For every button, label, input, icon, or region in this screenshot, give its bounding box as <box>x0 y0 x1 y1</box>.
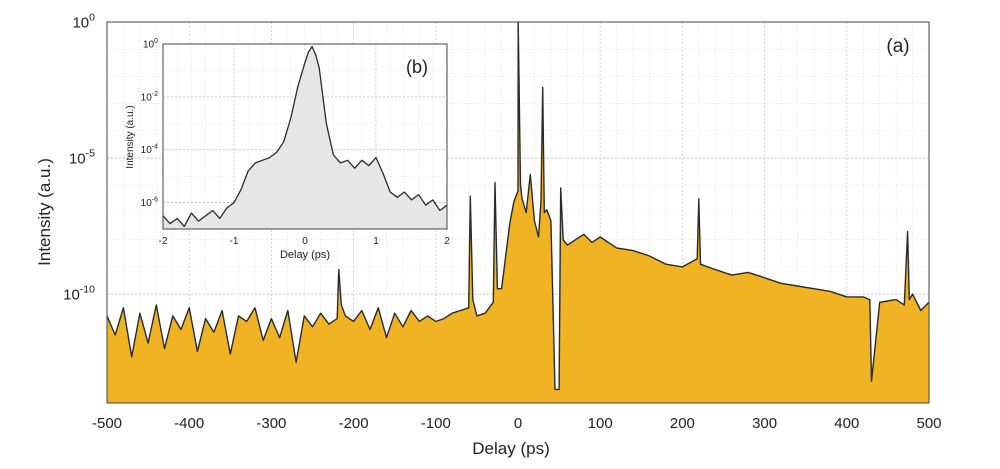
main-chart: -500 -400 -300 -200 -100 0 100 200 300 400 500 100… <box>35 12 942 459</box>
main-y-axis-label: Intensity (a.u.) <box>35 158 54 266</box>
inset-axes-frame <box>162 43 448 230</box>
x-tick-label: -2 <box>159 236 168 247</box>
x-tick-label: 100 <box>588 415 613 432</box>
x-tick-label: -300 <box>256 415 286 432</box>
inset-intensity-area <box>163 46 447 229</box>
x-tick-label: -100 <box>421 415 451 432</box>
inset-y-tick-labels: 100 10-2 10-4 10-6 <box>141 38 158 209</box>
x-tick-label: -400 <box>174 415 204 432</box>
x-tick-label: 0 <box>514 415 522 432</box>
x-tick-label: 0 <box>302 236 308 247</box>
y-tick-label: 10-10 <box>63 284 95 304</box>
x-tick-label: -500 <box>92 415 122 432</box>
y-tick-label: 10-5 <box>69 148 95 168</box>
main-intensity-line <box>106 21 930 391</box>
inset-x-tick-labels: -2 -1 0 1 2 <box>159 236 451 247</box>
main-intensity-area <box>107 22 929 403</box>
x-tick-label: 1 <box>373 236 379 247</box>
main-x-axis-label: Delay (ps) <box>472 439 549 458</box>
main-axes-frame <box>106 21 930 404</box>
main-x-tick-labels: -500 -400 -300 -200 -100 0 100 200 300 400 500 <box>92 415 942 432</box>
x-tick-label: -1 <box>230 236 239 247</box>
inset-y-axis-label: Intensity (a.u.) <box>125 105 136 168</box>
inset-chart: -2 -1 0 1 2 100 10-2 10-4 10-6 Delay (ps) Inten… <box>125 38 450 261</box>
x-tick-label: 400 <box>834 415 859 432</box>
y-tick-label: 10-4 <box>141 144 158 157</box>
y-tick-label: 10-2 <box>141 91 158 104</box>
y-tick-label: 10-6 <box>141 197 158 210</box>
inset-intensity-line <box>162 45 448 228</box>
inset-panel-label: (b) <box>406 57 428 77</box>
x-tick-label: 200 <box>670 415 695 432</box>
main-panel-label: (a) <box>886 36 909 57</box>
x-tick-label: -200 <box>339 415 369 432</box>
x-tick-label: 500 <box>916 415 941 432</box>
inset-x-axis-label: Delay (ps) <box>280 249 330 261</box>
y-tick-label: 100 <box>72 12 95 32</box>
x-tick-label: 2 <box>444 236 450 247</box>
main-y-tick-labels: 100 10-5 10-10 <box>63 12 95 304</box>
x-tick-label: 300 <box>752 415 777 432</box>
y-tick-label: 100 <box>143 38 158 51</box>
